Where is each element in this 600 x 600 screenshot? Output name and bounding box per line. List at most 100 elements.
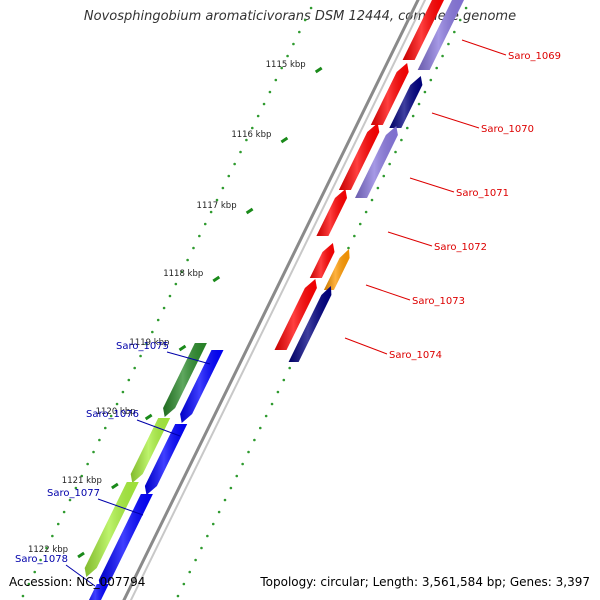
gc-dots-outer bbox=[280, 66, 283, 70]
gene-arrow-saro-1074-shading bbox=[288, 286, 332, 362]
gc-dots-inner bbox=[394, 150, 397, 154]
gc-dots-outer bbox=[115, 402, 119, 406]
gc-dots-outer bbox=[168, 294, 172, 298]
gc-dots-outer bbox=[33, 570, 37, 574]
gc-dots-outer bbox=[80, 474, 84, 478]
gene-arrow-saro-1075-b-shading bbox=[180, 350, 224, 423]
gene-label-saro-1070-leader bbox=[431, 112, 480, 129]
gene-arrow-saro-1069-b-shading bbox=[417, 0, 464, 70]
gc-dots-outer bbox=[127, 378, 131, 382]
gc-dots-inner bbox=[258, 426, 262, 430]
topology-summary: Topology: circular; Length: 3,561,584 bp… bbox=[260, 575, 590, 589]
gc-dots-outer bbox=[74, 486, 78, 490]
gene-label-saro-1070[interactable]: Saro_1070 bbox=[481, 124, 534, 135]
gene-arrow-saro-1076-b-shading bbox=[144, 424, 188, 495]
gc-dots-inner bbox=[429, 78, 433, 82]
gc-dots-outer bbox=[62, 510, 66, 514]
gc-dots-inner bbox=[353, 234, 356, 238]
gene-label-saro-1076-leader bbox=[136, 419, 181, 437]
scale-tick-label: 1120 kbp bbox=[96, 407, 136, 417]
backbone-track bbox=[122, 0, 427, 600]
gc-dots-inner bbox=[400, 138, 403, 142]
gc-dots-outer bbox=[86, 462, 89, 466]
gene-label-saro-1072-leader bbox=[387, 231, 433, 247]
gc-dots-outer bbox=[139, 354, 142, 358]
gene-label-saro-1071-leader bbox=[409, 177, 455, 193]
scale-tick bbox=[111, 482, 119, 490]
gc-dots-inner bbox=[235, 474, 239, 478]
scale-tick bbox=[178, 344, 187, 352]
gc-dots-inner bbox=[423, 90, 427, 94]
gc-dots-inner bbox=[388, 162, 391, 166]
gc-dots-outer bbox=[274, 78, 278, 82]
gene-arrow-saro-1070-shading bbox=[370, 63, 409, 125]
backbone-line-inner bbox=[129, 0, 427, 600]
gc-dots-outer bbox=[92, 450, 95, 454]
gc-dots-outer bbox=[180, 270, 184, 274]
gene-label-saro-1075[interactable]: Saro_1075 bbox=[116, 341, 169, 352]
gc-dots-outer bbox=[103, 426, 107, 430]
gene-arrow-saro-1076-shading bbox=[130, 418, 171, 483]
gc-dots-outer bbox=[186, 258, 189, 262]
gc-dots-outer bbox=[262, 102, 266, 106]
gc-dots-inner bbox=[358, 222, 362, 226]
gc-dots-outer bbox=[27, 582, 31, 586]
gc-dots-outer bbox=[256, 114, 260, 118]
gene-arrow-saro-1069-shading bbox=[402, 0, 444, 60]
gene-label-saro-1069[interactable]: Saro_1069 bbox=[508, 51, 561, 62]
scale-ticks: 1115 kbp 1116 kbp 1117 kbp 1118 kbp 1119 kbp… bbox=[28, 60, 323, 559]
gene-label-saro-1069-leader bbox=[461, 39, 507, 56]
gc-dots-inner bbox=[176, 594, 180, 598]
gc-dots-outer bbox=[286, 54, 289, 58]
gc-dots-inner bbox=[194, 558, 197, 562]
gc-dots-outer bbox=[133, 366, 136, 370]
scale-tick-label: 1116 kbp bbox=[231, 130, 271, 140]
gc-dots-outer bbox=[56, 522, 60, 526]
gc-dots-outer bbox=[209, 210, 213, 214]
gene-arrow-saro-1074-a-shading bbox=[274, 279, 317, 350]
scale-tick-label: 1119 kbp bbox=[129, 338, 169, 348]
gc-dots-outer bbox=[51, 534, 54, 538]
gc-dots-inner bbox=[247, 450, 250, 454]
scale-tick bbox=[280, 136, 289, 144]
gc-dots-inner bbox=[282, 378, 286, 382]
scale-tick bbox=[245, 207, 254, 215]
gc-dots-inner bbox=[464, 6, 468, 10]
gene-label-saro-1072[interactable]: Saro_1072 bbox=[434, 242, 487, 253]
scale-tick-label: 1115 kbp bbox=[266, 60, 306, 70]
gc-dots-inner bbox=[253, 438, 256, 442]
scale-tick bbox=[144, 413, 153, 421]
gc-dots-inner bbox=[458, 18, 462, 22]
gc-dots-outer bbox=[250, 126, 254, 130]
gc-dots-inner bbox=[229, 486, 233, 490]
gene-label-saro-1078[interactable]: Saro_1078 bbox=[15, 554, 68, 565]
gene-arrow-saro-1072-shading bbox=[316, 189, 347, 236]
gene-label-saro-1074[interactable]: Saro_1074 bbox=[389, 350, 442, 361]
gene-arrow-saro-1077-shading bbox=[84, 482, 139, 577]
gc-dots-outer bbox=[121, 390, 125, 394]
gc-dots-inner bbox=[364, 210, 368, 214]
scale-tick-label: 1121 kbp bbox=[62, 476, 102, 486]
gene-label-saro-1076[interactable]: Saro_1076 bbox=[86, 409, 139, 420]
scale-tick-label: 1122 kbp bbox=[28, 545, 68, 555]
gene-label-saro-1071[interactable]: Saro_1071 bbox=[456, 188, 509, 199]
gc-dots-outer bbox=[239, 150, 242, 154]
gc-dots-inner bbox=[453, 30, 456, 34]
gc-dots-inner bbox=[417, 102, 421, 106]
gene-arrow-saro-1071-shading bbox=[338, 123, 380, 190]
gc-dots-outer bbox=[109, 414, 113, 418]
gc-dots-outer bbox=[309, 6, 313, 10]
gc-dots-outer bbox=[21, 594, 25, 598]
gc-dots-inner bbox=[405, 126, 409, 130]
gc-dots-inner bbox=[223, 498, 227, 502]
gc-dots-outer bbox=[39, 558, 42, 562]
gene-label-saro-1073[interactable]: Saro_1073 bbox=[412, 296, 465, 307]
gene-label-saro-1077[interactable]: Saro_1077 bbox=[47, 488, 100, 499]
gene-labels: Saro_1069 Saro_1070 Saro_1071 Saro_1072 Saro… bbox=[15, 39, 561, 587]
gc-dots-outer bbox=[303, 18, 307, 22]
gene-arrow-saro-1073-shading bbox=[323, 249, 350, 290]
backbone-line-outer bbox=[122, 0, 420, 600]
gc-dots-inner bbox=[188, 570, 192, 574]
gc-dots-outer bbox=[156, 318, 160, 322]
